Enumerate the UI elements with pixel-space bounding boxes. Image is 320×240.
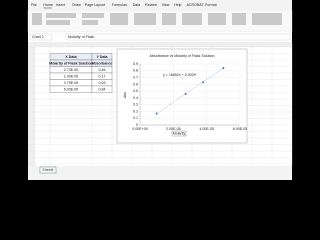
x-tick-label: 0.00E+00 <box>132 127 148 131</box>
ribbon-tab[interactable]: Review <box>145 3 157 7</box>
ribbon-tab[interactable]: Formulas <box>112 3 127 7</box>
table-text: Molarity of Flask Solution <box>49 61 93 65</box>
chart-area <box>116 48 248 144</box>
y-tick-label: 0.9 <box>133 62 138 66</box>
y-tick-label: 0.4 <box>133 96 138 100</box>
formula-text: Molarity of Flask <box>68 35 94 39</box>
table-text: 0.84 <box>99 87 106 91</box>
y-tick-label: 0.7 <box>133 76 138 80</box>
y-tick-label: 0.8 <box>133 69 138 73</box>
row-headers <box>28 42 35 166</box>
table-text: Y Data <box>96 55 108 59</box>
data-point <box>222 67 225 70</box>
name-box[interactable] <box>29 33 53 41</box>
ribbon-tab[interactable]: ACROBAT <box>187 3 205 7</box>
y-axis-label: Abs <box>123 92 127 98</box>
y-tick-label: 0.2 <box>133 109 138 113</box>
ribbon-icons <box>32 13 282 25</box>
ribbon-tab[interactable]: Draw <box>72 3 81 7</box>
table-text: 1.00E-05 <box>64 74 79 78</box>
x-label-box <box>171 130 187 137</box>
table-text: Absorbance <box>92 61 113 65</box>
trendline-equation: y = 16652x + 0.0029 <box>163 73 196 77</box>
table-text: 0.46 <box>99 68 106 72</box>
table-cell <box>91 85 113 93</box>
table-text: X Data <box>65 55 77 59</box>
ribbon-tab[interactable]: File <box>31 3 37 7</box>
ribbon-tab[interactable]: Format <box>205 3 216 7</box>
x-axis-label: Molarity <box>173 132 186 136</box>
name-box-text: Chart 2 <box>32 35 44 39</box>
ribbon-tab[interactable]: Help <box>174 3 181 7</box>
x-tick-label: 2.00E-05 <box>166 127 181 131</box>
y-tick-label: 0.5 <box>133 89 138 93</box>
table-text: 0.17 <box>99 74 106 78</box>
y-tick-label: 0.1 <box>133 116 138 120</box>
table-text: 0.63 <box>99 81 106 85</box>
ribbon-tab[interactable]: View <box>162 3 170 7</box>
ribbon-tab[interactable]: Insert <box>56 3 65 7</box>
data-point <box>202 81 205 84</box>
sheet-tab-label: Sheet1 <box>42 168 53 172</box>
table-text: 2.73E-05 <box>64 68 79 72</box>
ribbon-tab[interactable]: Home <box>43 3 53 7</box>
tab-bar <box>28 0 292 10</box>
ribbon-tab[interactable]: Data <box>133 3 141 7</box>
column-headers <box>28 42 292 47</box>
chart: Absorbance vs Molarity of Flask Solution… <box>116 48 248 144</box>
x-tick-label: 4.00E-05 <box>199 127 214 131</box>
table-text: 3.79E-05 <box>64 81 79 85</box>
trendline <box>156 68 224 114</box>
table-text: 5.00E-05 <box>64 87 79 91</box>
y-tick-label: 0.3 <box>133 103 138 107</box>
sheet-tab-bar <box>28 166 292 180</box>
formula-bar[interactable] <box>65 33 291 41</box>
data-point <box>155 112 158 115</box>
sheet-tab[interactable] <box>39 166 57 174</box>
y-tick-label: 0 <box>136 123 138 127</box>
screen: Chart 2 Molarity of Flask X Data Y DataMo… <box>27 0 293 180</box>
chart-title: Absorbance vs Molarity of Flask Solution <box>150 54 215 58</box>
data-point <box>184 92 187 95</box>
x-tick-label: 6.00E-05 <box>233 127 248 131</box>
ribbon-tab[interactable]: Page Layout <box>85 3 105 7</box>
y-tick-label: 0.6 <box>133 82 138 86</box>
